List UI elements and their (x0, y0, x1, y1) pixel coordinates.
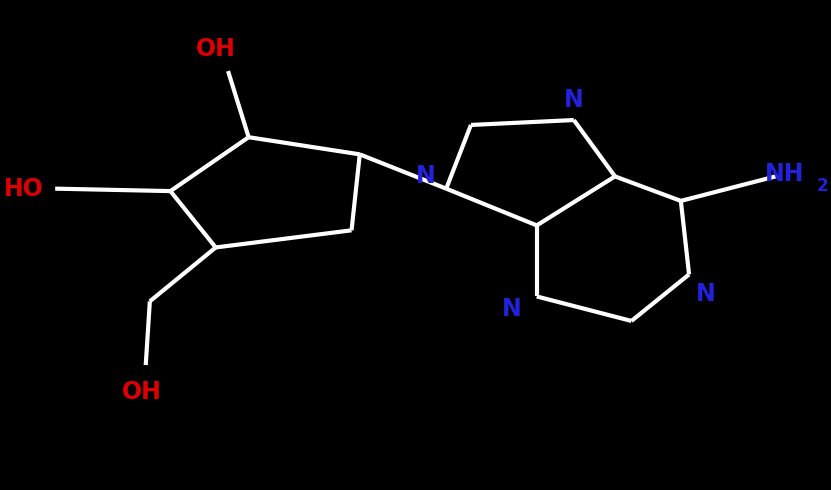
Text: OH: OH (196, 37, 236, 61)
Text: N: N (564, 89, 583, 112)
Text: OH: OH (121, 380, 161, 404)
Text: NH: NH (765, 162, 804, 186)
Text: N: N (696, 282, 715, 306)
Text: N: N (502, 297, 522, 320)
Text: 2: 2 (817, 177, 829, 195)
Text: HO: HO (4, 177, 44, 200)
Text: N: N (416, 165, 435, 188)
